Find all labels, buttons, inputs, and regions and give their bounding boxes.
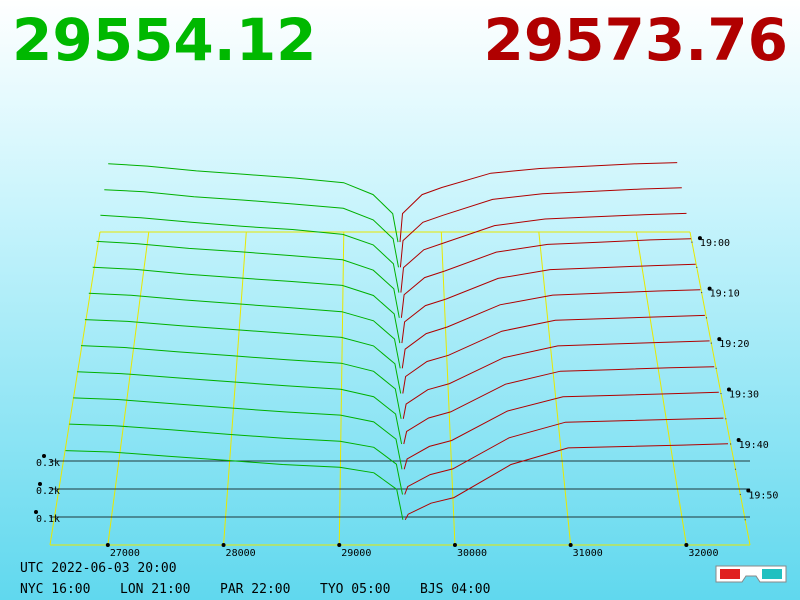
x-tick-label: 31000 — [573, 548, 603, 559]
x-tick-label: 29000 — [341, 548, 371, 559]
tick-dot — [221, 543, 226, 547]
clock: TYO 05:00 — [320, 582, 390, 597]
x-tick-label: 30000 — [457, 548, 487, 559]
row-time — [720, 392, 722, 395]
tick-dot — [697, 236, 702, 241]
grid-line — [338, 231, 345, 546]
ask-depth-line — [404, 443, 729, 521]
ask-depth-line — [400, 212, 687, 293]
row-time — [710, 342, 712, 344]
tick-dot — [726, 387, 731, 392]
ask-depth-line — [401, 263, 696, 344]
x-tick-label: 27000 — [110, 548, 140, 559]
bid-depth-line — [96, 240, 400, 318]
clock: NYC 16:00 — [20, 582, 90, 597]
tick-dot — [746, 488, 751, 493]
row-time — [701, 291, 703, 294]
ask-depth-line — [399, 162, 678, 243]
row-time — [691, 241, 693, 243]
bid-depth-line — [92, 266, 401, 344]
grid-line — [538, 231, 572, 546]
row-time — [739, 493, 741, 496]
tick-dot — [337, 543, 342, 547]
time-tick-label: 19:50 — [748, 491, 778, 502]
clock: LON 21:00 — [120, 582, 190, 597]
ask-depth-line — [402, 314, 705, 394]
3d-glasses-icon — [715, 565, 787, 583]
row-time — [734, 468, 737, 470]
ask-depth-line — [402, 340, 710, 419]
time-tick-label: 19:30 — [729, 390, 759, 401]
bid-depth-line — [84, 319, 402, 394]
bid-depth-line — [108, 163, 399, 243]
grid-line — [635, 231, 687, 546]
clock: PAR 22:00 — [220, 582, 290, 597]
clocks: NYC 16:00 LON 21:00 PAR 22:00 TYO 05:00 BJS … — [20, 582, 490, 597]
tick-dot — [42, 454, 46, 458]
row-time — [696, 266, 698, 268]
ask-depth-line — [401, 289, 701, 369]
ask-depth-line — [403, 391, 719, 470]
bid-depth-line — [73, 397, 403, 470]
row-time — [730, 443, 732, 445]
time-tick-label: 19:00 — [700, 238, 730, 249]
row-time — [715, 367, 717, 369]
time-tick-label: 19:10 — [710, 289, 740, 300]
ask-depth-line — [399, 187, 682, 268]
z-tick-label: 0.3k — [36, 458, 60, 469]
floor-edge — [49, 231, 101, 546]
bid-depth-line — [77, 371, 403, 445]
z-tick-label: 0.2k — [36, 486, 60, 497]
bid-depth-line — [80, 345, 402, 419]
grid-line — [107, 231, 150, 546]
bid-depth-line — [104, 189, 399, 268]
time-tick-label: 19:40 — [739, 440, 769, 451]
ask-depth-line — [400, 238, 692, 318]
utc-time: UTC 2022-06-03 20:00 — [20, 561, 177, 576]
ask-depth-line — [404, 417, 724, 495]
tick-dot — [568, 543, 573, 547]
clock: BJS 04:00 — [420, 582, 490, 597]
bid-depth-line — [88, 292, 401, 369]
z-tick-label: 0.1k — [36, 514, 60, 525]
bid-depth-line — [100, 214, 400, 293]
x-tick-label: 28000 — [226, 548, 256, 559]
bid-depth-line — [69, 423, 403, 495]
row-time — [725, 418, 727, 420]
row-time — [744, 519, 746, 521]
bid-price: 29554.12 — [12, 6, 317, 74]
plot: 27000 28000 29000 30000 31000 32000 0.1k 0.2k 0.… — [34, 162, 778, 559]
floor-edge — [689, 231, 751, 546]
tick-dot — [707, 286, 712, 291]
row-time — [705, 317, 708, 319]
tick-dot — [38, 482, 42, 486]
tick-dot — [105, 543, 110, 547]
tick-dot — [452, 543, 457, 547]
time-tick-label: 19:20 — [719, 339, 749, 350]
grid-line — [223, 231, 247, 546]
bid-depth-line — [65, 450, 404, 520]
ask-depth-line — [403, 366, 715, 445]
x-tick-label: 32000 — [688, 548, 718, 559]
tick-dot — [717, 337, 722, 342]
tick-dot — [736, 438, 741, 443]
tick-dot — [34, 510, 38, 514]
grid-line — [440, 231, 456, 546]
ask-price: 29573.76 — [483, 6, 788, 74]
tick-dot — [684, 543, 689, 547]
